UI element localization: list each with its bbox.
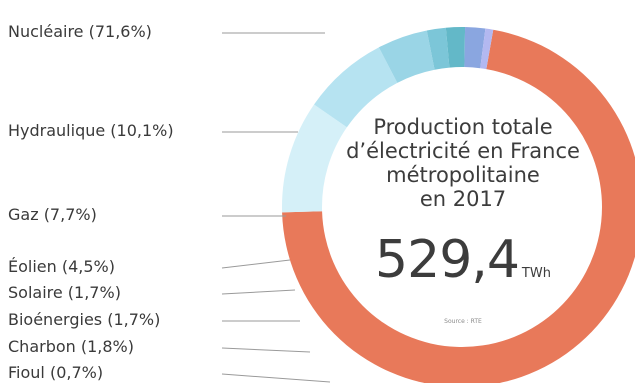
legend-label-2: Hydraulique (10,1%) xyxy=(8,121,174,140)
leader-line-4 xyxy=(221,259,291,269)
chart-title-line-2: d’électricité en France xyxy=(346,139,580,163)
donut-slice-8 xyxy=(480,28,494,70)
donut-slice-5 xyxy=(426,27,450,70)
donut-slice-6 xyxy=(445,27,466,68)
total-unit: TWh xyxy=(521,266,551,281)
legend-label-3: Gaz (7,7%) xyxy=(8,205,97,224)
legend-label-6: Bioénergies (1,7%) xyxy=(8,310,161,329)
leader-line-8 xyxy=(221,373,331,383)
leader-line-7 xyxy=(221,347,311,353)
legend-label-4: Éolien (4,5%) xyxy=(8,257,115,276)
legend-label-8: Fioul (0,7%) xyxy=(8,363,104,382)
chart-title-line-1: Production totale xyxy=(373,115,553,139)
legend-label-1: Nucléaire (71,6%) xyxy=(8,22,152,41)
source-note: Source : RTE xyxy=(444,318,482,325)
legend-label-5: Solaire (1,7%) xyxy=(8,283,121,302)
donut-slice-3 xyxy=(314,47,398,128)
total-production: 529,4 TWh xyxy=(318,232,608,288)
donut-slice-7 xyxy=(464,27,486,69)
chart-title-line-3: métropolitaine xyxy=(386,163,540,187)
total-value: 529,4 xyxy=(375,230,520,290)
legend-label-7: Charbon (1,8%) xyxy=(8,337,134,356)
chart-title: Production totale d’électricité en Franc… xyxy=(318,115,608,211)
donut-slice-4 xyxy=(378,30,435,83)
leader-line-5 xyxy=(221,289,296,295)
donut-slice-2 xyxy=(281,104,347,213)
chart-title-line-4: en 2017 xyxy=(419,187,507,211)
